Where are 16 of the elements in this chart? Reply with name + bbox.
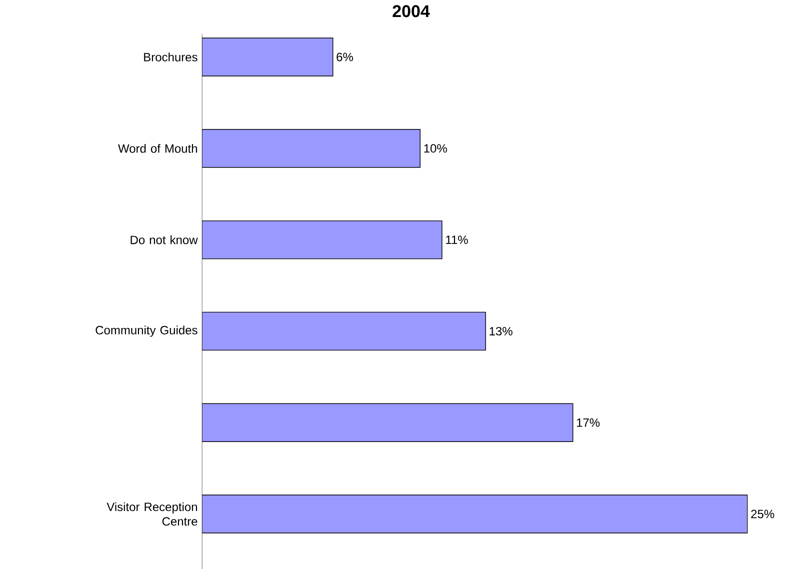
y-tick-label: Do not know (130, 235, 198, 244)
data-label: 10% (424, 144, 447, 153)
data-label: 25% (751, 510, 774, 518)
y-tick-label: Word of Mouth (118, 144, 198, 153)
bar (202, 403, 574, 442)
data-label: 17% (576, 418, 600, 427)
chart-title: 2004 (392, 5, 430, 18)
y-tick-label: Community Guides (96, 326, 198, 337)
bar (202, 220, 442, 260)
data-label: 6% (336, 52, 354, 62)
data-label: 13% (490, 326, 512, 336)
data-label: 11% (446, 235, 468, 244)
y-tick-label: Brochures (144, 52, 198, 62)
y-tick-label: Visitor Reception Centre (106, 502, 198, 526)
bar (202, 38, 334, 76)
bar (202, 128, 421, 168)
